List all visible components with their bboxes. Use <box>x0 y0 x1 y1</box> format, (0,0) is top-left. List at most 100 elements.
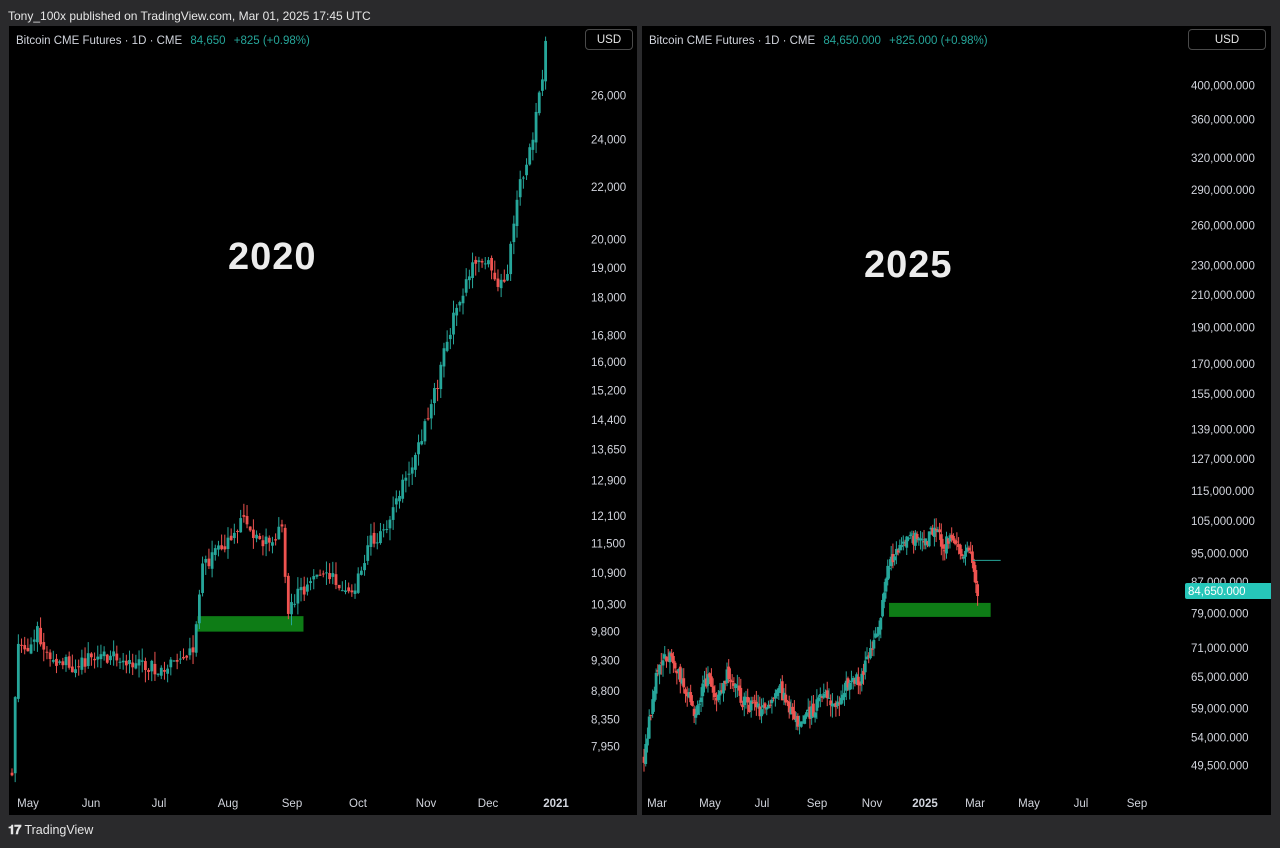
candle-body <box>665 656 668 662</box>
candle-body <box>433 388 436 404</box>
candle-body <box>958 544 962 554</box>
candle-body <box>471 262 474 278</box>
candle-body <box>394 498 398 505</box>
chart-panel-2020[interactable]: 26,000 24,000 22,000 20,000 19,000 18,000 16,8… <box>9 26 637 815</box>
candle-body <box>344 590 347 592</box>
candle-body <box>881 599 884 617</box>
publish-info: Tony_100x published on TradingView.com, … <box>8 9 371 23</box>
candle-body <box>506 274 509 281</box>
candle-body <box>972 561 976 572</box>
candle-body <box>80 657 84 670</box>
candle-body <box>737 685 741 691</box>
candle-body <box>739 687 743 703</box>
brand-name: TradingView <box>24 823 94 837</box>
candle-body <box>515 199 519 227</box>
candle-body <box>652 690 656 702</box>
candle-body <box>467 276 471 281</box>
candle-body <box>401 479 405 499</box>
candle-body <box>969 551 973 553</box>
candle-body <box>825 690 829 699</box>
candle-body <box>678 666 682 682</box>
candle-body <box>175 660 179 662</box>
candle-body <box>920 539 924 541</box>
support-zone-box <box>889 602 991 617</box>
candle-body <box>242 515 246 517</box>
candle-body <box>692 708 696 716</box>
last-price-tag <box>1185 582 1271 599</box>
x-tick-label: Mar <box>965 798 985 810</box>
candle-body <box>93 658 96 661</box>
candle-body <box>131 662 135 668</box>
candle-body <box>869 647 872 659</box>
candle-body <box>763 703 767 709</box>
candle-body <box>884 578 888 592</box>
candle-body <box>644 743 648 764</box>
candle-body <box>137 659 141 666</box>
candle-body <box>382 529 386 531</box>
candle-body <box>67 656 71 668</box>
y-tick-label: 260,000.000 <box>1191 221 1255 233</box>
candle-body <box>716 694 720 700</box>
candle-body <box>767 704 770 709</box>
candle-body <box>448 334 452 340</box>
candle-body <box>124 660 128 666</box>
candle-body <box>910 533 914 535</box>
candle-body <box>350 590 354 593</box>
candle-body <box>791 706 795 714</box>
candle-body <box>525 164 528 176</box>
candle-body <box>134 663 138 669</box>
candle-body <box>668 652 672 663</box>
candle-body <box>772 697 776 699</box>
candle-body <box>452 312 455 335</box>
y-tick-label: 10,900 <box>591 568 626 580</box>
candle-body <box>813 712 817 718</box>
candle-body <box>685 692 689 697</box>
chart-panel-2025[interactable]: 400,000.000 360,000.000 320,000.000 290,000… <box>642 26 1271 815</box>
currency-button[interactable]: USD <box>1188 29 1266 50</box>
candle-body <box>464 279 468 293</box>
candle-body <box>458 302 462 306</box>
chart-canvas-2025[interactable]: 400,000.000 360,000.000 320,000.000 290,000… <box>642 26 1271 815</box>
y-tick-label: 59,000.000 <box>1191 703 1249 715</box>
candle-body <box>756 703 760 708</box>
candle-body <box>915 533 919 540</box>
candle-body <box>934 528 938 531</box>
candle-body <box>898 544 902 551</box>
candle-body <box>213 548 217 555</box>
candle-body <box>974 570 978 584</box>
y-tick-label: 127,000.000 <box>1191 454 1255 466</box>
candle-body <box>730 680 734 683</box>
candle-body <box>812 703 815 717</box>
y-tick-label: 16,800 <box>591 330 626 342</box>
candle-body <box>121 660 125 663</box>
candle-body <box>340 590 344 592</box>
candle-body <box>710 676 713 687</box>
candle-body <box>398 495 401 502</box>
candle-body <box>748 704 751 713</box>
currency-button[interactable]: USD <box>585 29 633 50</box>
candle-body <box>893 556 897 561</box>
candle-body <box>544 40 547 82</box>
x-tick-label: 2025 <box>912 798 938 810</box>
footer-brand[interactable]: 𝟏𝟕 TradingView <box>8 822 93 838</box>
y-tick-label: 24,000 <box>591 134 626 146</box>
y-tick-label: 15,200 <box>591 385 626 397</box>
candle-body <box>732 683 736 686</box>
candle-body <box>865 656 869 660</box>
candle-body <box>931 528 935 535</box>
candle-body <box>356 573 360 593</box>
candle-body <box>927 531 931 547</box>
x-tick-label: Jul <box>1074 798 1089 810</box>
candle-body <box>843 692 846 698</box>
candle-body <box>765 707 769 710</box>
candle-body <box>493 272 497 280</box>
candle-body <box>694 714 698 718</box>
candle-body <box>159 667 163 676</box>
chart-canvas-2020[interactable]: 26,000 24,000 22,000 20,000 19,000 18,000 16,8… <box>9 26 637 815</box>
candle-body <box>744 697 748 700</box>
candle-body <box>236 530 239 532</box>
candle-body <box>697 703 701 705</box>
y-tick-label: 12,900 <box>591 476 626 488</box>
candle-body <box>687 692 691 698</box>
candle-body <box>839 697 843 705</box>
